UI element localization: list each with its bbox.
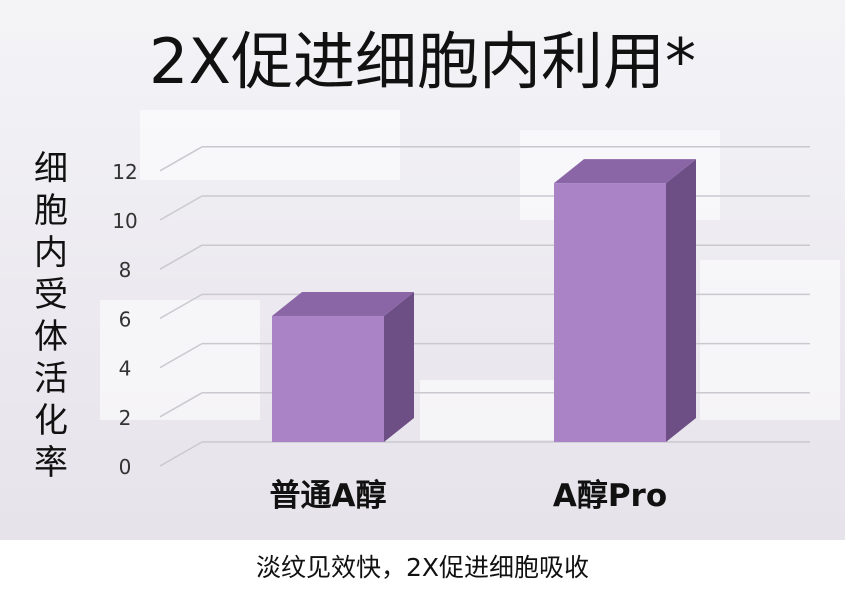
y-tick-label: 8 bbox=[119, 258, 132, 282]
category-labels: 普通A醇 A醇Pro bbox=[270, 478, 668, 514]
gridline-diagonal bbox=[159, 195, 203, 221]
bar-side bbox=[384, 291, 414, 442]
bar bbox=[272, 291, 414, 442]
bar-top bbox=[272, 291, 414, 316]
caption: 淡纹见效快，2X促进细胞吸收 bbox=[255, 553, 590, 582]
y-tick-label: 10 bbox=[112, 209, 137, 233]
gridline-diagonal bbox=[159, 244, 203, 270]
bars bbox=[272, 159, 696, 442]
y-tick-label: 4 bbox=[119, 357, 132, 381]
category-label: A醇Pro bbox=[553, 478, 667, 514]
y-axis-label: 细胞内受体活化率 bbox=[34, 149, 68, 483]
bar-front bbox=[554, 183, 666, 442]
category-label: 普通A醇 bbox=[270, 478, 387, 514]
gridline-diagonal bbox=[159, 392, 203, 418]
y-tick-label: 12 bbox=[112, 160, 137, 184]
gridline-diagonal bbox=[159, 342, 203, 369]
bar-front bbox=[272, 315, 384, 442]
gridline-diagonal bbox=[159, 441, 203, 467]
bar-side bbox=[666, 159, 696, 442]
chart-title: 2X促进细胞内利用* bbox=[149, 25, 696, 98]
bar bbox=[554, 159, 696, 442]
y-tick-label: 2 bbox=[119, 406, 132, 430]
y-tick-label: 0 bbox=[119, 455, 132, 479]
bar-top bbox=[554, 159, 696, 184]
gridline-diagonal bbox=[159, 146, 203, 172]
gridlines bbox=[159, 146, 810, 467]
gridline-diagonal bbox=[159, 293, 203, 320]
y-tick-labels: 0 2 4 6 8 10 12 bbox=[112, 160, 137, 479]
y-tick-label: 6 bbox=[119, 307, 132, 331]
bar-chart: 0 2 4 6 8 10 12 普通A醇 A醇Pro bbox=[112, 146, 810, 514]
